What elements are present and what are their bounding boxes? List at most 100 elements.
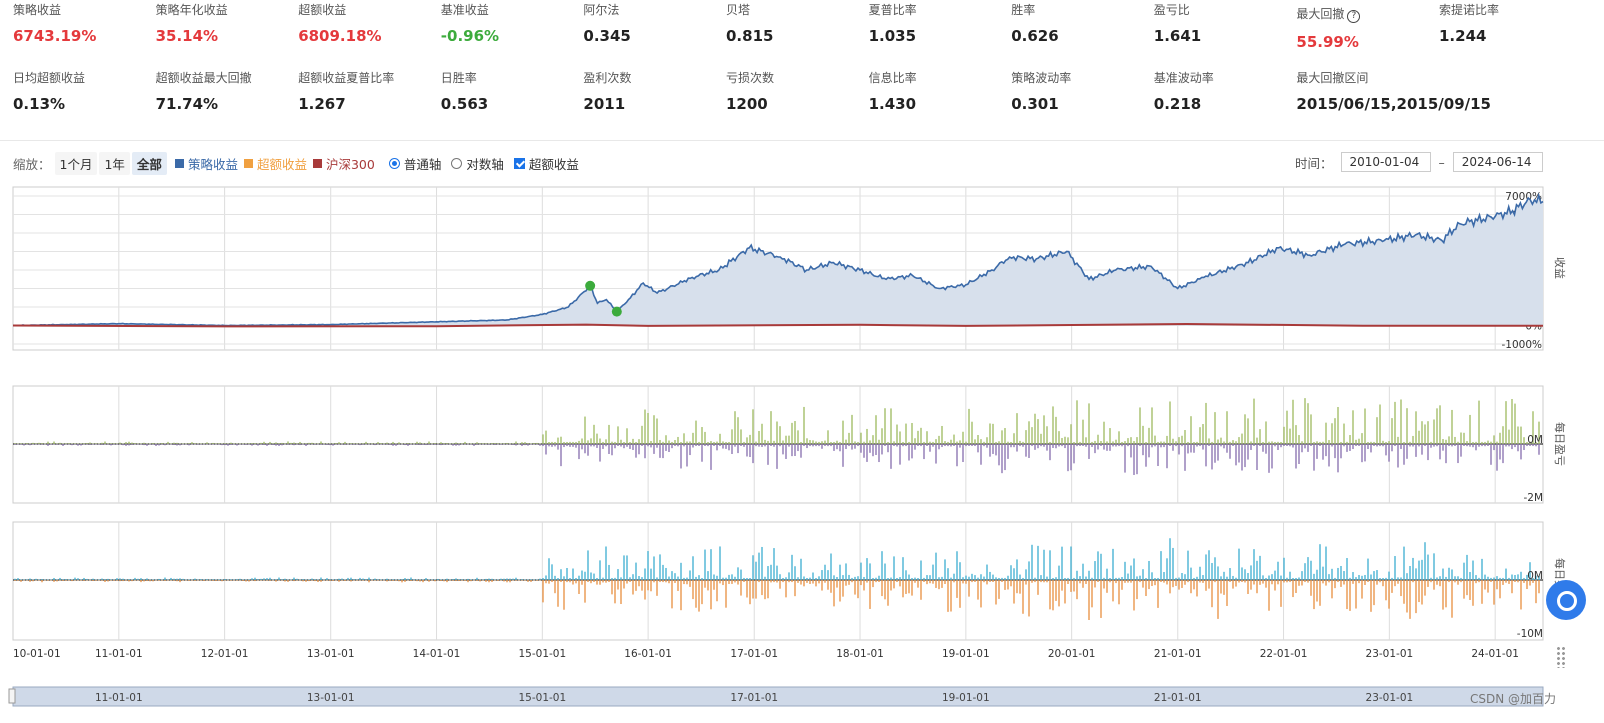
legend-strategy-label: 策略收益 <box>187 156 238 172</box>
log-axis-radio[interactable] <box>451 157 463 169</box>
x-tick-label: 22-01-01 <box>1260 648 1308 660</box>
stat-label: 亏损次数 <box>726 71 775 85</box>
stat-label: 超额收益 <box>298 3 347 17</box>
stat-15: 盈利次数 2011 <box>583 71 723 113</box>
trade-y-tick-0: 0M <box>1527 570 1543 582</box>
x-tick-label: 24-01-01 <box>1471 648 1519 660</box>
stat-label: 最大回撤 <box>1296 7 1345 21</box>
legend-excess-swatch <box>243 158 253 168</box>
x-tick-label: 12-01-01 <box>201 648 249 660</box>
legend-excess-label: 超额收益 <box>256 156 307 172</box>
date-range-dash: – <box>1438 154 1445 170</box>
zoom-1-year-button[interactable]: 1年 <box>99 151 130 175</box>
drawdown-marker-0 <box>585 280 596 291</box>
stat-label: 超额收益夏普比率 <box>298 71 395 85</box>
stat-value: 0.563 <box>440 95 489 113</box>
stat-value: 6743.19% <box>13 27 97 45</box>
stat-label: 策略年化收益 <box>155 3 228 17</box>
stat-value: 0.815 <box>726 27 774 45</box>
excess-return-checkbox[interactable] <box>513 157 525 169</box>
drawdown-marker-1 <box>611 306 622 317</box>
legend-benchmark[interactable]: 沪深300 <box>312 154 375 173</box>
stat-value: 0.13% <box>13 95 66 113</box>
stat-value: 0.345 <box>583 27 631 45</box>
stat-value: 1.244 <box>1439 27 1487 45</box>
stat-16: 亏损次数 1200 <box>726 71 866 113</box>
time-label: 时间： <box>1295 155 1333 171</box>
x-tick-label: 20-01-01 <box>1048 648 1096 660</box>
stat-value: 55.99% <box>1296 33 1359 51</box>
more-dots-icon[interactable] <box>1556 646 1566 668</box>
stat-label: 策略收益 <box>13 3 62 17</box>
stat-4: 阿尔法 0.345 <box>583 3 723 45</box>
legend-strategy[interactable]: 策略收益 <box>174 154 238 173</box>
stat-17: 信息比率 1.430 <box>869 71 1009 113</box>
navigator-tick-label: 11-01-01 <box>95 692 143 704</box>
chart-toolbar: 缩放： 1个月 1年 全部 策略收益 超额收益 沪深300 普通轴 对数轴 超额… <box>13 151 579 175</box>
time-range: 时间： – <box>1295 152 1547 172</box>
stat-label: 盈亏比 <box>1153 3 1190 17</box>
x-tick-label: 16-01-01 <box>624 648 672 660</box>
x-tick-label: 18-01-01 <box>836 648 884 660</box>
chat-help-icon[interactable] <box>1546 580 1586 620</box>
legend-excess[interactable]: 超额收益 <box>243 154 307 173</box>
stat-value: 71.74% <box>155 95 219 113</box>
legend-strategy-swatch <box>174 158 184 168</box>
watermark: CSDN @加百力 <box>1469 692 1556 706</box>
stat-value: 1200 <box>726 95 768 113</box>
stat-label: 胜率 <box>1011 3 1036 17</box>
stat-label: 最大回撤区间 <box>1296 71 1369 85</box>
stat-label: 基准波动率 <box>1153 71 1214 85</box>
stat-label: 阿尔法 <box>583 3 620 17</box>
excess-return-checkbox-label: 超额收益 <box>528 156 579 172</box>
stat-2: 超额收益 6809.18% <box>298 3 438 45</box>
navigator-tick-label: 19-01-01 <box>942 692 990 704</box>
stat-0: 策略收益 6743.19% <box>13 3 153 45</box>
stat-label: 日胜率 <box>440 71 477 85</box>
stat-label: 索提诺比率 <box>1439 3 1500 17</box>
daily-y-axis-label: 每日盈亏 <box>1553 422 1567 466</box>
strategy-line <box>12 192 1544 327</box>
panel-2-frame <box>12 521 1544 641</box>
stat-7: 胜率 0.626 <box>1011 3 1151 45</box>
navigator-left-handle[interactable] <box>8 688 16 704</box>
stat-8: 盈亏比 1.641 <box>1154 3 1294 45</box>
zoom-1-month-button[interactable]: 1个月 <box>54 151 98 175</box>
benchmark-line <box>12 322 1543 328</box>
help-question-icon[interactable]: ? <box>1347 10 1361 23</box>
zoom-all-button[interactable]: 全部 <box>131 151 167 175</box>
stat-19: 基准波动率 0.218 <box>1154 71 1294 113</box>
daily-y-tick-0: 0M <box>1527 434 1543 446</box>
stat-label: 贝塔 <box>726 3 751 17</box>
stat-14: 日胜率 0.563 <box>441 71 581 113</box>
normal-axis-label: 普通轴 <box>403 156 442 172</box>
x-tick-label: 23-01-01 <box>1366 648 1414 660</box>
returns-chart: 7000%6000%5000%4000%3000%2000%1000%0%-10… <box>8 186 1567 707</box>
x-tick-label: 14-01-01 <box>413 648 461 660</box>
stat-value: 0.626 <box>1011 27 1059 45</box>
stat-5: 贝塔 0.815 <box>726 3 866 45</box>
navigator-tick-label: 13-01-01 <box>307 692 355 704</box>
stat-10: 索提诺比率 1.244 <box>1439 3 1579 45</box>
trade-y-tick-1: -10M <box>1517 628 1543 640</box>
stat-label: 日均超额收益 <box>13 71 86 85</box>
stat-value: 1.035 <box>868 27 917 45</box>
start-date-input[interactable] <box>1340 152 1431 172</box>
stat-11: 日均超额收益 0.13% <box>13 71 153 113</box>
stat-label: 信息比率 <box>868 71 917 85</box>
x-tick-label: 15-01-01 <box>518 648 566 660</box>
navigator-tick-label: 23-01-01 <box>1366 692 1414 704</box>
daily-y-tick-1: -2M <box>1523 492 1543 504</box>
main-y-tick: 7000% <box>1505 191 1542 203</box>
end-date-input[interactable] <box>1452 152 1543 172</box>
stat-label: 夏普比率 <box>868 3 917 17</box>
legend-benchmark-label: 沪深300 <box>325 156 375 172</box>
normal-axis-radio[interactable] <box>388 157 400 169</box>
main-y-tick: -1000% <box>1502 339 1543 351</box>
stat-value: 0.218 <box>1153 95 1202 113</box>
stat-3: 基准收益 -0.96% <box>441 3 581 45</box>
stat-value: 35.14% <box>155 27 219 45</box>
stat-value: 1.430 <box>868 95 917 113</box>
stat-label: 策略波动率 <box>1011 71 1072 85</box>
x-tick-label: 10-01-01 <box>13 648 61 660</box>
